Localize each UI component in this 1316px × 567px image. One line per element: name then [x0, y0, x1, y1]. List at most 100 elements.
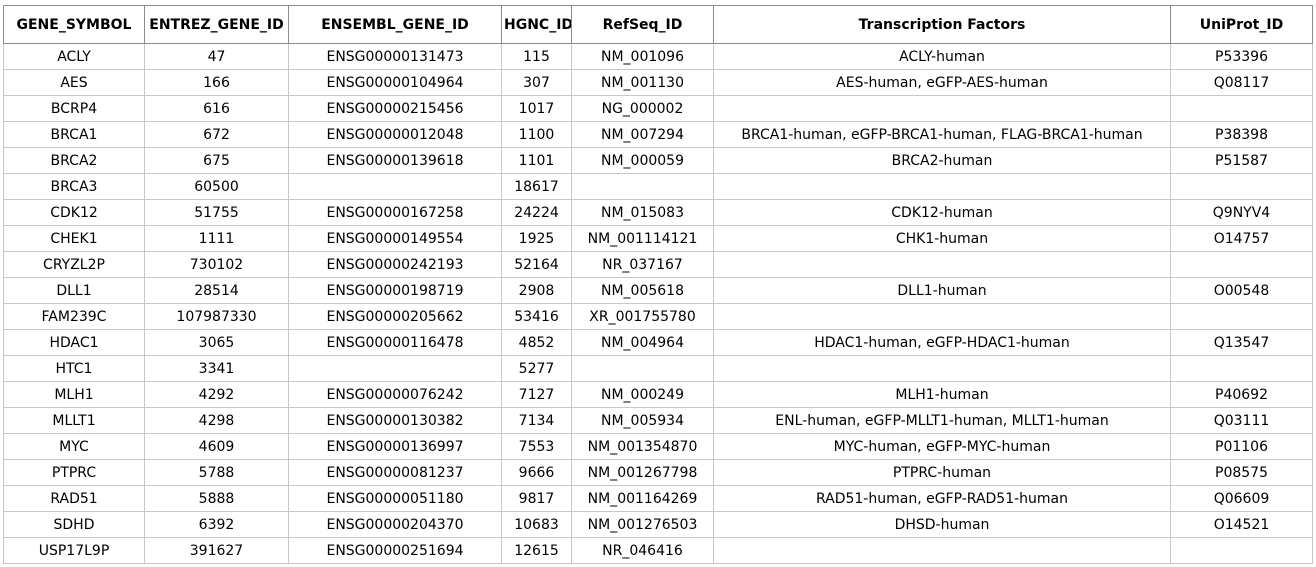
col-ensembl-gene-id-cell: ENSG00000198719 [288, 277, 502, 304]
col-refseq-id-cell: NM_004964 [571, 329, 714, 356]
col-refseq-id-cell: NM_000059 [571, 147, 714, 174]
col-hgnc-id-cell: 4852 [501, 329, 572, 356]
col-entrez-gene-id-cell: 5788 [144, 459, 289, 486]
col-uniprot-id-cell: Q08117 [1170, 69, 1313, 96]
col-entrez-gene-id-cell: 6392 [144, 511, 289, 538]
col-ensembl-gene-id-cell: ENSG00000149554 [288, 225, 502, 252]
col-ensembl-gene-id-cell [288, 173, 502, 200]
col-transcription-factors-cell: ENL-human, eGFP-MLLT1-human, MLLT1-human [713, 407, 1171, 434]
col-refseq-id-cell: NG_000002 [571, 95, 714, 122]
col-hgnc-id-cell: 7134 [501, 407, 572, 434]
col-transcription-factors-cell [713, 251, 1171, 278]
col-uniprot-id-cell: P08575 [1170, 459, 1313, 486]
col-uniprot-id-cell [1170, 95, 1313, 122]
col-uniprot-id-header: UniProt_ID [1170, 5, 1313, 44]
col-hgnc-id-cell: 52164 [501, 251, 572, 278]
col-hgnc-id-cell: 24224 [501, 199, 572, 226]
table-row: HDAC1 3065 ENSG00000116478 4852 NM_004964 HDA… [3, 329, 1313, 356]
table-row: PTPRC 5788 ENSG00000081237 9666 NM_001267798… [3, 459, 1313, 486]
col-gene-symbol-cell: BCRP4 [3, 95, 145, 122]
col-hgnc-id-cell: 18617 [501, 173, 572, 200]
col-entrez-gene-id-cell: 5888 [144, 485, 289, 512]
col-refseq-id-cell: NM_005618 [571, 277, 714, 304]
col-uniprot-id-cell: P01106 [1170, 433, 1313, 460]
col-entrez-gene-id-cell: 28514 [144, 277, 289, 304]
col-entrez-gene-id-cell: 672 [144, 121, 289, 148]
table-row: BCRP4 616 ENSG00000215456 1017 NG_000002 [3, 95, 1313, 122]
col-gene-symbol-cell: CHEK1 [3, 225, 145, 252]
col-gene-symbol-cell: FAM239C [3, 303, 145, 330]
col-transcription-factors-cell [713, 303, 1171, 330]
col-transcription-factors-cell [713, 95, 1171, 122]
col-refseq-id-cell: NM_005934 [571, 407, 714, 434]
table-row: FAM239C 107987330 ENSG00000205662 53416 XR_0… [3, 303, 1313, 330]
col-entrez-gene-id-cell: 730102 [144, 251, 289, 278]
col-uniprot-id-cell: P38398 [1170, 121, 1313, 148]
col-entrez-gene-id-cell: 60500 [144, 173, 289, 200]
col-transcription-factors-cell [713, 173, 1171, 200]
col-uniprot-id-cell: O00548 [1170, 277, 1313, 304]
col-hgnc-id-cell: 2908 [501, 277, 572, 304]
col-gene-symbol-cell: SDHD [3, 511, 145, 538]
col-uniprot-id-cell [1170, 303, 1313, 330]
col-transcription-factors-cell: RAD51-human, eGFP-RAD51-human [713, 485, 1171, 512]
col-entrez-gene-id-cell: 1111 [144, 225, 289, 252]
col-gene-symbol-cell: BRCA1 [3, 121, 145, 148]
col-hgnc-id-cell: 5277 [501, 355, 572, 382]
col-uniprot-id-cell: O14757 [1170, 225, 1313, 252]
col-hgnc-id-cell: 9666 [501, 459, 572, 486]
col-hgnc-id-cell: 1017 [501, 95, 572, 122]
col-gene-symbol-cell: MYC [3, 433, 145, 460]
col-entrez-gene-id-cell: 107987330 [144, 303, 289, 330]
col-gene-symbol-cell: RAD51 [3, 485, 145, 512]
col-hgnc-id-cell: 10683 [501, 511, 572, 538]
col-gene-symbol-cell: MLH1 [3, 381, 145, 408]
col-gene-symbol-cell: ACLY [3, 43, 145, 70]
col-uniprot-id-cell: P40692 [1170, 381, 1313, 408]
col-hgnc-id-cell: 53416 [501, 303, 572, 330]
gene-table: GENE_SYMBOL ENTREZ_GENE_ID ENSEMBL_GENE_ID… [3, 5, 1313, 564]
col-ensembl-gene-id-cell: ENSG00000130382 [288, 407, 502, 434]
col-ensembl-gene-id-cell [288, 355, 502, 382]
table-row: BRCA1 672 ENSG00000012048 1100 NM_007294 BRCA… [3, 121, 1313, 148]
col-entrez-gene-id-cell: 616 [144, 95, 289, 122]
col-ensembl-gene-id-header: ENSEMBL_GENE_ID [288, 5, 502, 44]
col-uniprot-id-cell: Q9NYV4 [1170, 199, 1313, 226]
col-entrez-gene-id-cell: 4609 [144, 433, 289, 460]
col-hgnc-id-cell: 9817 [501, 485, 572, 512]
col-hgnc-id-cell: 1925 [501, 225, 572, 252]
table-body: ACLY 47 ENSG00000131473 115 NM_001096 ACLY-hu… [3, 43, 1313, 564]
col-transcription-factors-cell: ACLY-human [713, 43, 1171, 70]
col-refseq-id-cell [571, 173, 714, 200]
col-hgnc-id-cell: 7127 [501, 381, 572, 408]
col-transcription-factors-cell: DHSD-human [713, 511, 1171, 538]
col-ensembl-gene-id-cell: ENSG00000204370 [288, 511, 502, 538]
col-hgnc-id-cell: 1101 [501, 147, 572, 174]
col-refseq-id-cell: NM_001096 [571, 43, 714, 70]
col-transcription-factors-cell: DLL1-human [713, 277, 1171, 304]
table-row: DLL1 28514 ENSG00000198719 2908 NM_005618 DLL… [3, 277, 1313, 304]
col-transcription-factors-cell: AES-human, eGFP-AES-human [713, 69, 1171, 96]
col-entrez-gene-id-cell: 51755 [144, 199, 289, 226]
col-refseq-id-cell: NM_000249 [571, 381, 714, 408]
col-refseq-id-cell: NM_001164269 [571, 485, 714, 512]
col-uniprot-id-cell: O14521 [1170, 511, 1313, 538]
col-uniprot-id-cell: Q13547 [1170, 329, 1313, 356]
table-row: SDHD 6392 ENSG00000204370 10683 NM_001276503… [3, 511, 1313, 538]
table-row: CHEK1 1111 ENSG00000149554 1925 NM_001114121… [3, 225, 1313, 252]
col-refseq-id-cell: NM_001276503 [571, 511, 714, 538]
col-transcription-factors-cell: MLH1-human [713, 381, 1171, 408]
col-uniprot-id-cell [1170, 173, 1313, 200]
col-gene-symbol-cell: BRCA3 [3, 173, 145, 200]
table-row: RAD51 5888 ENSG00000051180 9817 NM_001164269… [3, 485, 1313, 512]
col-refseq-id-cell: NR_046416 [571, 537, 714, 564]
table-row: BRCA2 675 ENSG00000139618 1101 NM_000059 BRCA… [3, 147, 1313, 174]
col-transcription-factors-cell: MYC-human, eGFP-MYC-human [713, 433, 1171, 460]
col-gene-symbol-cell: PTPRC [3, 459, 145, 486]
table-row: USP17L9P 391627 ENSG00000251694 12615 NR_046… [3, 537, 1313, 564]
col-transcription-factors-cell: HDAC1-human, eGFP-HDAC1-human [713, 329, 1171, 356]
col-ensembl-gene-id-cell: ENSG00000081237 [288, 459, 502, 486]
col-transcription-factors-cell: BRCA2-human [713, 147, 1171, 174]
col-ensembl-gene-id-cell: ENSG00000104964 [288, 69, 502, 96]
col-entrez-gene-id-cell: 675 [144, 147, 289, 174]
